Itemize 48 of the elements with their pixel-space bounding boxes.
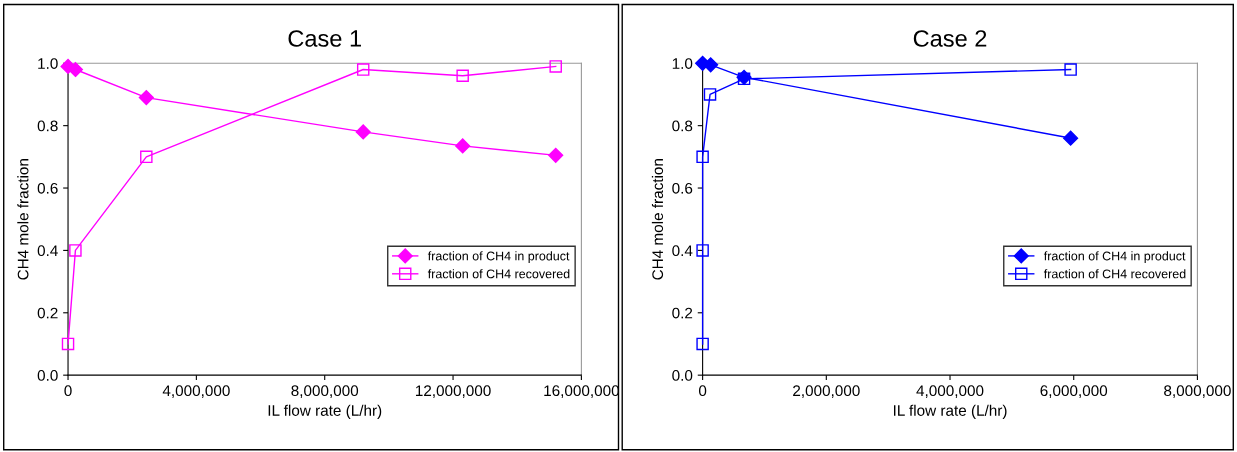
point xyxy=(549,60,562,73)
point xyxy=(1063,130,1079,146)
point xyxy=(456,69,469,83)
x-tick-label: 4,000,000 xyxy=(916,385,984,398)
y-tick-label: 0.4 xyxy=(672,245,693,257)
point xyxy=(138,90,154,106)
chart-title: Case 1 xyxy=(288,30,361,47)
legend-label: fraction of CH4 in product xyxy=(427,251,570,263)
y-tick-label: 0.4 xyxy=(37,245,58,257)
x-tick-label: 0 xyxy=(64,385,72,397)
x-tick-label: 16,000,000 xyxy=(544,385,620,398)
y-tick-label: 0.2 xyxy=(37,307,58,319)
y-axis-title: CH4 mole fraction xyxy=(17,159,29,280)
point xyxy=(1064,63,1077,76)
y-tick-label: 0.2 xyxy=(672,307,693,319)
legend-label: fraction of CH4 recovered xyxy=(1043,269,1186,279)
point xyxy=(455,138,471,154)
y-tick-label: 1.0 xyxy=(672,58,693,69)
point xyxy=(696,337,709,351)
y-axis-title: CH4 mole fraction xyxy=(651,159,664,280)
x-tick-label: 4,000,000 xyxy=(162,385,230,398)
point xyxy=(355,124,371,140)
legend-label: fraction of CH4 recovered xyxy=(427,269,570,279)
x-tick-label: 12,000,000 xyxy=(415,385,491,398)
chart-title: Case 2 xyxy=(913,30,987,47)
point xyxy=(696,150,709,164)
point xyxy=(61,337,75,351)
y-tick-label: 1.0 xyxy=(38,58,58,69)
x-tick-label: 8,000,000 xyxy=(1164,385,1231,398)
x-tick-label: 2,000,000 xyxy=(793,385,860,398)
y-tick-label: 0.8 xyxy=(37,120,58,132)
point xyxy=(69,244,82,257)
point xyxy=(356,63,370,76)
x-axis-title: IL flow rate (L/hr) xyxy=(268,404,382,419)
y-tick-label: 0.6 xyxy=(672,182,693,194)
y-tick-label: 0.0 xyxy=(672,370,693,381)
x-axis-title: IL flow rate (L/hr) xyxy=(893,404,1007,419)
y-tick-label: 0.0 xyxy=(37,370,58,381)
point xyxy=(548,147,564,163)
point xyxy=(140,150,153,164)
x-tick-label: 8,000,000 xyxy=(291,385,359,398)
y-tick-label: 0.8 xyxy=(672,120,693,132)
point xyxy=(703,88,717,101)
x-tick-label: 0 xyxy=(698,385,707,397)
x-tick-label: 6,000,000 xyxy=(1040,385,1108,398)
point xyxy=(696,244,709,257)
legend-label: fraction of CH4 in product xyxy=(1043,251,1186,263)
y-tick-label: 0.6 xyxy=(37,182,58,194)
